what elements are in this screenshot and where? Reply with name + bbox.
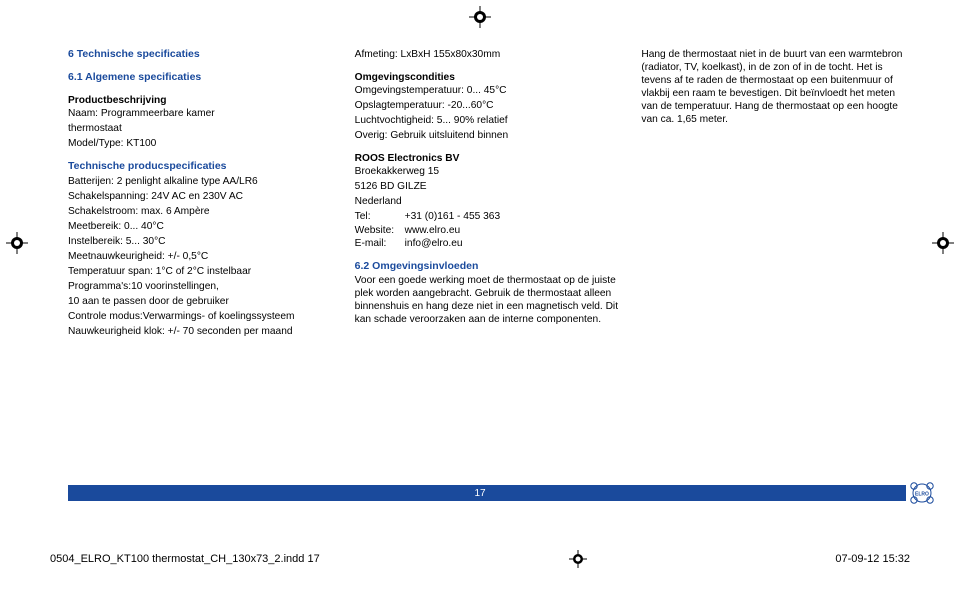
- placement-advice: Hang de thermostaat niet in de buurt van…: [641, 48, 906, 126]
- registration-mark-right: [932, 232, 954, 254]
- footer: 0504_ELRO_KT100 thermostat_CH_130x73_2.i…: [50, 550, 910, 568]
- spec-dimensions: Afmeting: LxBxH 155x80x30mm: [355, 48, 620, 61]
- website-label: Website:: [355, 224, 405, 237]
- env-temp: Omgevingstemperatuur: 0... 45°C: [355, 84, 620, 97]
- email-value: info@elro.eu: [405, 237, 463, 250]
- spec-current: Schakelstroom: max. 6 Ampère: [68, 205, 333, 218]
- footer-timestamp: 07-09-12 15:32: [835, 553, 910, 565]
- section-heading: 6 Technische specificaties: [68, 48, 333, 61]
- page-number: 17: [0, 488, 960, 499]
- env-conditions-label: Omgevingscondities: [355, 71, 620, 84]
- spec-measure-range: Meetbereik: 0... 40°C: [68, 220, 333, 233]
- tel-value: +31 (0)161 - 455 363: [405, 210, 500, 223]
- subsection-heading: 6.1 Algemene specificaties: [68, 71, 333, 84]
- humidity: Luchtvochtigheid: 5... 90% relatief: [355, 114, 620, 127]
- spec-set-range: Instelbereik: 5... 30°C: [68, 235, 333, 248]
- registration-mark-top: [469, 6, 491, 28]
- company-country: Nederland: [355, 195, 620, 208]
- company-name: ROOS Electronics BV: [355, 152, 620, 165]
- column-3: Hang de thermostaat niet in de buurt van…: [641, 48, 906, 340]
- spec-temp-span: Temperatuur span: 1°C of 2°C instelbaar: [68, 265, 333, 278]
- storage-temp: Opslagtemperatuur: -20...60°C: [355, 99, 620, 112]
- registration-mark-left: [6, 232, 28, 254]
- spec-voltage: Schakelspanning: 24V AC en 230V AC: [68, 190, 333, 203]
- tech-spec-label: Technische producspecificaties: [68, 160, 333, 173]
- column-1: 6 Technische specificaties 6.1 Algemene …: [68, 48, 333, 340]
- tel-label: Tel:: [355, 210, 405, 223]
- product-model: Model/Type: KT100: [68, 137, 333, 150]
- other-use: Overig: Gebruik uitsluitend binnen: [355, 129, 620, 142]
- product-description-label: Productbeschrijving: [68, 94, 333, 107]
- company-postal: 5126 BD GILZE: [355, 180, 620, 193]
- spec-programs-2: 10 aan te passen door de gebruiker: [68, 295, 333, 308]
- spec-programs-1: Programma's:10 voorinstellingen,: [68, 280, 333, 293]
- page-content: 6 Technische specificaties 6.1 Algemene …: [68, 48, 906, 340]
- website-value: www.elro.eu: [405, 224, 461, 237]
- elro-logo: ELRO: [908, 482, 936, 504]
- spec-batteries: Batterijen: 2 penlight alkaline type AA/…: [68, 175, 333, 188]
- product-name-line1: Naam: Programmeerbare kamer: [68, 107, 333, 120]
- spec-clock-accuracy: Nauwkeurigheid klok: +/- 70 seconden per…: [68, 325, 333, 338]
- company-street: Broekakkerweg 15: [355, 165, 620, 178]
- product-name-line2: thermostaat: [68, 122, 333, 135]
- column-2: Afmeting: LxBxH 155x80x30mm Omgevingscon…: [355, 48, 620, 340]
- email-label: E-mail:: [355, 237, 405, 250]
- registration-mark-bottom: [569, 550, 587, 568]
- spec-accuracy: Meetnauwkeurigheid: +/- 0,5°C: [68, 250, 333, 263]
- spec-control-mode: Controle modus:Verwarmings- of koelingss…: [68, 310, 333, 323]
- env-influences-text: Voor een goede werking moet de thermosta…: [355, 274, 620, 326]
- svg-text:ELRO: ELRO: [915, 492, 929, 498]
- env-influences-heading: 6.2 Omgevingsinvloeden: [355, 260, 620, 273]
- footer-filename: 0504_ELRO_KT100 thermostat_CH_130x73_2.i…: [50, 553, 320, 565]
